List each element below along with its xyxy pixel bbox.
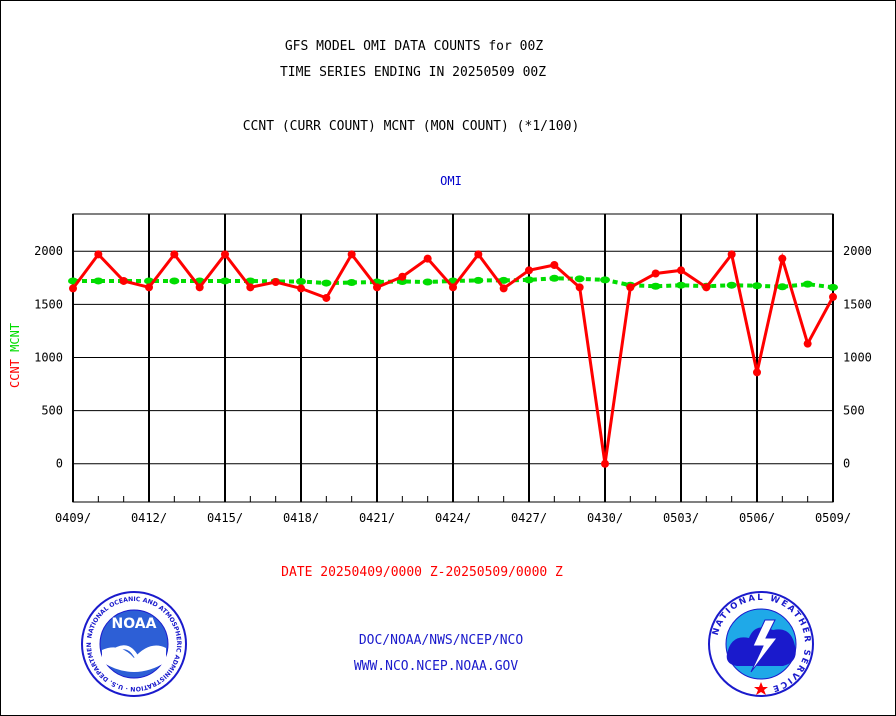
x-tick-label: 0509/ bbox=[815, 511, 851, 525]
x-tick-label: 0503/ bbox=[663, 511, 699, 525]
ccnt-point bbox=[398, 272, 407, 281]
x-tick-label: 0415/ bbox=[207, 511, 243, 525]
mcnt-point bbox=[422, 278, 433, 286]
x-tick-label: 0427/ bbox=[511, 511, 547, 525]
x-tick-label: 0409/ bbox=[55, 511, 91, 525]
ccnt-point bbox=[601, 459, 609, 468]
series-layer bbox=[68, 250, 838, 468]
y-tick-label-right: 0 bbox=[843, 457, 850, 471]
y-tick-label-left: 0 bbox=[56, 457, 63, 471]
mcnt-point bbox=[828, 283, 838, 291]
label-layer: 0 0 500 500 1000 1000 1500 1500 2000 2000 0409/041… bbox=[8, 174, 872, 525]
website-label: WWW.NCO.NCEP.NOAA.GOV bbox=[353, 659, 519, 674]
mcnt-point bbox=[726, 281, 737, 289]
mcnt-point bbox=[346, 279, 357, 287]
y-tick-label-left: 1500 bbox=[34, 297, 63, 311]
ccnt-point bbox=[145, 283, 153, 292]
x-tick-label: 0412/ bbox=[131, 511, 167, 525]
mcnt-point bbox=[676, 281, 686, 289]
noaa-logo-text: NOAA bbox=[112, 616, 157, 632]
ccnt-point bbox=[677, 266, 685, 275]
ccnt-point bbox=[322, 293, 331, 302]
ccnt-point bbox=[94, 250, 103, 259]
x-tick-label: 0421/ bbox=[359, 511, 395, 525]
ccnt-point bbox=[702, 283, 711, 292]
mcnt-point bbox=[220, 277, 230, 285]
ccnt-point bbox=[753, 368, 761, 377]
y-tick-label-left: 500 bbox=[41, 404, 63, 418]
mcnt-point bbox=[650, 282, 661, 290]
y-axis-label: CCNT MCNT bbox=[8, 323, 22, 388]
ccnt-point bbox=[347, 250, 356, 259]
y-tick-label-right: 1000 bbox=[843, 350, 872, 364]
mcnt-point bbox=[549, 274, 560, 282]
x-tick-label: 0424/ bbox=[435, 511, 471, 525]
mcnt-point bbox=[321, 279, 332, 287]
ccnt-point bbox=[727, 250, 736, 259]
ccnt-point bbox=[829, 292, 837, 301]
y-tick-label-right: 500 bbox=[843, 404, 865, 418]
ccnt-point bbox=[474, 250, 483, 259]
ccnt-point bbox=[69, 284, 77, 293]
y-tick-label-left: 2000 bbox=[34, 244, 63, 258]
ccnt-point bbox=[525, 266, 533, 275]
nws-logo: NATIONAL WEATHER SERVICE bbox=[708, 591, 814, 697]
ccnt-point bbox=[626, 283, 635, 292]
y-tick-label-right: 1500 bbox=[843, 297, 872, 311]
y-tick-label-right: 2000 bbox=[843, 244, 872, 258]
mcnt-point bbox=[524, 276, 534, 284]
ccnt-point bbox=[651, 269, 660, 278]
ccnt-point bbox=[246, 283, 255, 292]
mcnt-point bbox=[498, 276, 509, 284]
mcnt-point bbox=[574, 275, 585, 283]
mcnt-point bbox=[777, 283, 788, 291]
chart-title-line1: GFS MODEL OMI DATA COUNTS for 00Z bbox=[284, 39, 544, 54]
mcnt-point bbox=[93, 277, 104, 285]
y-axis-label-ccnt: CCNT bbox=[8, 352, 22, 388]
noaa-logo: NATIONAL OCEANIC AND ATMOSPHERIC ADMINIS… bbox=[80, 590, 187, 697]
ccnt-point bbox=[373, 283, 381, 292]
ccnt-point bbox=[170, 250, 179, 259]
ccnt-point bbox=[297, 284, 305, 293]
mcnt-point bbox=[169, 277, 180, 285]
y-axis-label-mcnt: MCNT bbox=[8, 323, 22, 352]
ccnt-point bbox=[221, 250, 229, 259]
ccnt-point bbox=[778, 254, 787, 263]
chart-subtitle: CCNT (CURR COUNT) MCNT (MON COUNT) (*1/1… bbox=[242, 119, 580, 134]
ccnt-point bbox=[449, 283, 457, 292]
ccnt-point bbox=[423, 254, 432, 263]
ccnt-point bbox=[575, 283, 584, 292]
y-tick-label-left: 1000 bbox=[34, 350, 63, 364]
axis-layer bbox=[72, 213, 834, 503]
x-tick-label: 0430/ bbox=[587, 511, 623, 525]
ccnt-point bbox=[550, 261, 559, 270]
ccnt-point bbox=[195, 283, 204, 292]
ccnt-point bbox=[119, 276, 128, 285]
grid-layer bbox=[72, 214, 834, 502]
chart-title-line2: TIME SERIES ENDING IN 20250509 00Z bbox=[279, 65, 547, 80]
ccnt-point bbox=[803, 339, 812, 348]
x-tick-label: 0418/ bbox=[283, 511, 319, 525]
mcnt-point bbox=[600, 276, 610, 284]
mcnt-point bbox=[752, 282, 762, 290]
org-path-label: DOC/NOAA/NWS/NCEP/NCO bbox=[358, 633, 524, 648]
mcnt-point bbox=[473, 276, 484, 284]
series-label: OMI bbox=[440, 174, 462, 188]
ccnt-point bbox=[499, 284, 508, 293]
date-range-label: DATE 20250409/0000 Z-20250509/0000 Z bbox=[281, 565, 563, 580]
mcnt-point bbox=[802, 280, 813, 288]
x-tick-label: 0506/ bbox=[739, 511, 775, 525]
ccnt-point bbox=[271, 278, 280, 287]
mcnt-point bbox=[296, 277, 306, 285]
